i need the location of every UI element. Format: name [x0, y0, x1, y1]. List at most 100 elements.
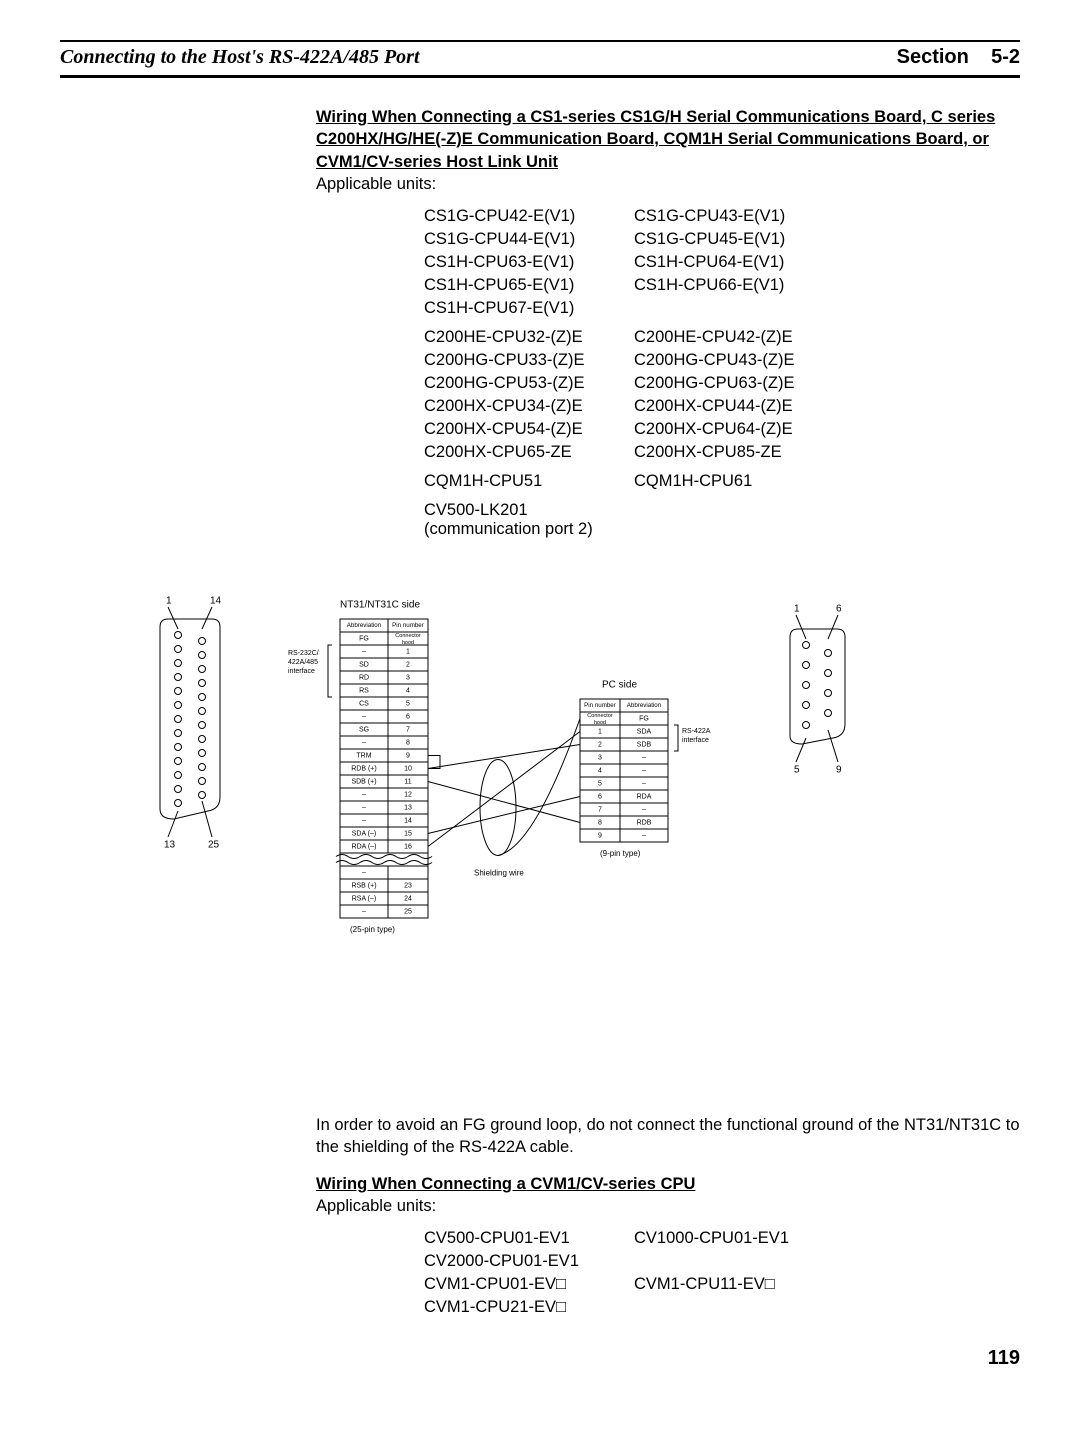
unit-cell: C200HX-CPU54-(Z)E: [424, 420, 634, 439]
svg-text:3: 3: [598, 754, 602, 761]
unit-cell: [634, 1252, 844, 1271]
unit-cell: CVM1-CPU01-EV□: [424, 1275, 634, 1294]
unit-row: CVM1-CPU01-EV□CVM1-CPU11-EV□: [424, 1275, 1020, 1294]
section-1: Wiring When Connecting a CS1-series CS1G…: [60, 106, 1020, 539]
section-2-unit-list: CV500-CPU01-EV1CV1000-CPU01-EV1 CV2000-CP…: [424, 1229, 1020, 1317]
unit-row: CS1G-CPU42-E(V1)CS1G-CPU43-E(V1): [424, 207, 1020, 226]
svg-text:Connector: Connector: [587, 713, 613, 719]
unit-cell: C200HG-CPU33-(Z)E: [424, 351, 634, 370]
svg-text:1: 1: [794, 604, 800, 615]
unit-cell: C200HX-CPU34-(Z)E: [424, 397, 634, 416]
svg-text:1: 1: [166, 596, 172, 607]
svg-text:RD: RD: [359, 674, 369, 681]
svg-text:TRM: TRM: [356, 752, 371, 759]
svg-text:25: 25: [208, 840, 220, 851]
unit-cell: CS1G-CPU43-E(V1): [634, 207, 844, 226]
unit-cell: C200HX-CPU65-ZE: [424, 443, 634, 462]
svg-text:–: –: [642, 767, 646, 774]
svg-text:6: 6: [836, 604, 842, 615]
unit-row: C200HX-CPU65-ZEC200HX-CPU85-ZE: [424, 443, 1020, 462]
svg-text:RS: RS: [359, 687, 369, 694]
unit-row: CVM1-CPU21-EV□: [424, 1298, 1020, 1317]
svg-text:5: 5: [406, 700, 410, 707]
svg-text:6: 6: [598, 793, 602, 800]
unit-cell: CS1H-CPU64-E(V1): [634, 253, 844, 272]
unit-cell: CS1G-CPU45-E(V1): [634, 230, 844, 249]
svg-text:–: –: [362, 739, 366, 746]
page-header: Connecting to the Host's RS-422A/485 Por…: [60, 40, 1020, 78]
unit-cell: C200HX-CPU64-(Z)E: [634, 420, 844, 439]
svg-text:6: 6: [406, 713, 410, 720]
svg-text:Abbreviation: Abbreviation: [627, 702, 662, 709]
svg-text:(9-pin type): (9-pin type): [600, 849, 641, 858]
svg-text:7: 7: [598, 806, 602, 813]
unit-cell: CV2000-CPU01-EV1: [424, 1252, 634, 1271]
unit-cell: [634, 501, 844, 539]
fg-note: In order to avoid an FG ground loop, do …: [316, 1114, 1020, 1159]
header-section-label: Section: [897, 46, 969, 68]
svg-text:SDA (–): SDA (–): [352, 830, 377, 837]
svg-text:1: 1: [598, 728, 602, 735]
svg-text:(25-pin type): (25-pin type): [350, 925, 395, 934]
svg-text:2: 2: [406, 661, 410, 668]
unit-cell: [634, 299, 844, 318]
svg-text:5: 5: [794, 765, 800, 776]
svg-text:FG: FG: [359, 635, 369, 642]
section-1-title: Wiring When Connecting a CS1-series CS1G…: [316, 106, 1020, 173]
unit-row: CV2000-CPU01-EV1: [424, 1252, 1020, 1271]
unit-row: CS1H-CPU65-E(V1)CS1H-CPU66-E(V1): [424, 276, 1020, 295]
header-section: Section 5-2: [897, 46, 1020, 69]
svg-text:SG: SG: [359, 726, 369, 733]
svg-text:422A/485: 422A/485: [288, 659, 318, 666]
svg-text:24: 24: [404, 895, 412, 902]
unit-row: CS1H-CPU67-E(V1): [424, 299, 1020, 318]
svg-text:Connector: Connector: [395, 633, 421, 639]
svg-text:12: 12: [404, 791, 412, 798]
svg-text:11: 11: [404, 778, 411, 785]
svg-text:RS-232C/: RS-232C/: [288, 650, 319, 657]
svg-text:9: 9: [598, 832, 602, 839]
unit-cell: CS1H-CPU65-E(V1): [424, 276, 634, 295]
section-2-title: Wiring When Connecting a CVM1/CV-series …: [316, 1173, 1020, 1195]
unit-row: CQM1H-CPU51CQM1H-CPU61: [424, 472, 1020, 491]
svg-text:–: –: [642, 754, 646, 761]
svg-text:Pin number: Pin number: [584, 702, 616, 709]
svg-text:13: 13: [164, 840, 176, 851]
svg-text:RSA (–): RSA (–): [352, 895, 377, 902]
unit-cell: CS1H-CPU63-E(V1): [424, 253, 634, 272]
unit-cell: CQM1H-CPU51: [424, 472, 634, 491]
unit-cell: [634, 1298, 844, 1317]
svg-text:15: 15: [404, 830, 412, 837]
unit-cell: CS1G-CPU42-E(V1): [424, 207, 634, 226]
unit-cell: C200HG-CPU53-(Z)E: [424, 374, 634, 393]
section-2-sub: Applicable units:: [316, 1195, 1020, 1217]
svg-text:RSB (+): RSB (+): [351, 882, 376, 889]
svg-text:FG: FG: [639, 715, 649, 722]
unit-cell: C200HG-CPU63-(Z)E: [634, 374, 844, 393]
unit-row: CV500-CPU01-EV1CV1000-CPU01-EV1: [424, 1229, 1020, 1248]
svg-text:5: 5: [598, 780, 602, 787]
svg-text:9: 9: [836, 765, 842, 776]
svg-text:SDA: SDA: [637, 728, 652, 735]
page-number: 119: [60, 1347, 1020, 1370]
note-and-section-2: In order to avoid an FG ground loop, do …: [60, 1114, 1020, 1317]
svg-text:14: 14: [404, 817, 412, 824]
svg-text:NT31/NT31C side: NT31/NT31C side: [340, 600, 420, 611]
svg-text:4: 4: [406, 687, 410, 694]
svg-text:8: 8: [598, 819, 602, 826]
svg-text:–: –: [362, 817, 366, 824]
svg-text:13: 13: [404, 804, 412, 811]
svg-text:–: –: [362, 804, 366, 811]
svg-text:–: –: [642, 780, 646, 787]
unit-row: C200HX-CPU34-(Z)EC200HX-CPU44-(Z)E: [424, 397, 1020, 416]
unit-row: C200HG-CPU33-(Z)EC200HG-CPU43-(Z)E: [424, 351, 1020, 370]
svg-text:RDB: RDB: [637, 819, 652, 826]
unit-row: C200HX-CPU54-(Z)EC200HX-CPU64-(Z)E: [424, 420, 1020, 439]
unit-cell: CVM1-CPU21-EV□: [424, 1298, 634, 1317]
unit-cell: C200HX-CPU85-ZE: [634, 443, 844, 462]
unit-row: CV500-LK201 (communication port 2): [424, 501, 1020, 539]
unit-cell: CQM1H-CPU61: [634, 472, 844, 491]
unit-cell: CS1H-CPU67-E(V1): [424, 299, 634, 318]
svg-text:RDA (–): RDA (–): [352, 843, 377, 850]
svg-text:interface: interface: [682, 737, 709, 744]
